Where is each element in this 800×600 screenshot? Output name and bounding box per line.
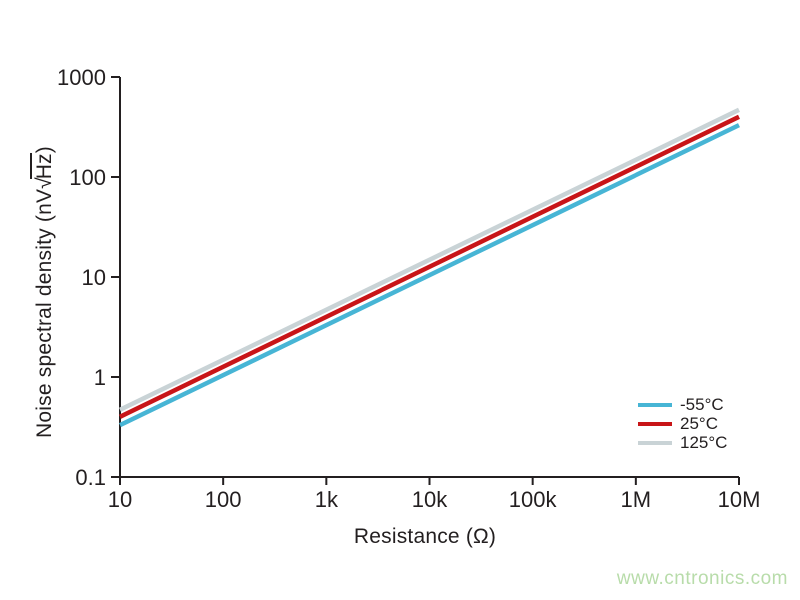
x-tick-label: 100 [205, 487, 242, 512]
y-axis-title: Noise spectral density (nV√Hz) [30, 146, 57, 438]
legend-color-line [638, 421, 672, 426]
y-tick-label: 0.1 [75, 465, 106, 490]
x-axis-title: Resistance (Ω) [353, 525, 497, 548]
sqrt-symbol: √ [33, 177, 56, 189]
y-tick-label: 1000 [57, 65, 106, 90]
x-tick-label: 1k [315, 487, 339, 512]
y-tick-label: 1 [94, 365, 106, 390]
y-axis-title-prefix: Noise spectral density (nV [33, 188, 56, 438]
x-tick-label: 100k [509, 487, 558, 512]
series-line-125C [119, 107, 740, 412]
legend-item: -55°C [638, 395, 727, 414]
legend-color-line [638, 402, 672, 407]
y-tick-label: 10 [82, 265, 106, 290]
legend-label: -55°C [680, 394, 724, 414]
legend: -55°C 25°C 125°C [638, 395, 727, 452]
watermark-link[interactable]: www.cntronics.com [616, 568, 788, 589]
y-axis-title-suffix: ) [33, 146, 56, 154]
legend-item: 125°C [638, 433, 727, 452]
legend-label: 25°C [680, 413, 718, 433]
x-tick-label: 10k [412, 487, 448, 512]
legend-color-line [638, 440, 672, 445]
series-line-25C [119, 114, 740, 419]
x-tick-label: 10M [718, 487, 761, 512]
x-tick-label: 10 [108, 487, 132, 512]
y-axis-title-radicand: Hz [30, 153, 56, 180]
legend-item: 25°C [638, 414, 727, 433]
legend-label: 125°C [680, 432, 728, 452]
series-line--55C [119, 123, 740, 428]
x-tick-label: 1M [621, 487, 652, 512]
y-tick-label: 100 [69, 165, 106, 190]
